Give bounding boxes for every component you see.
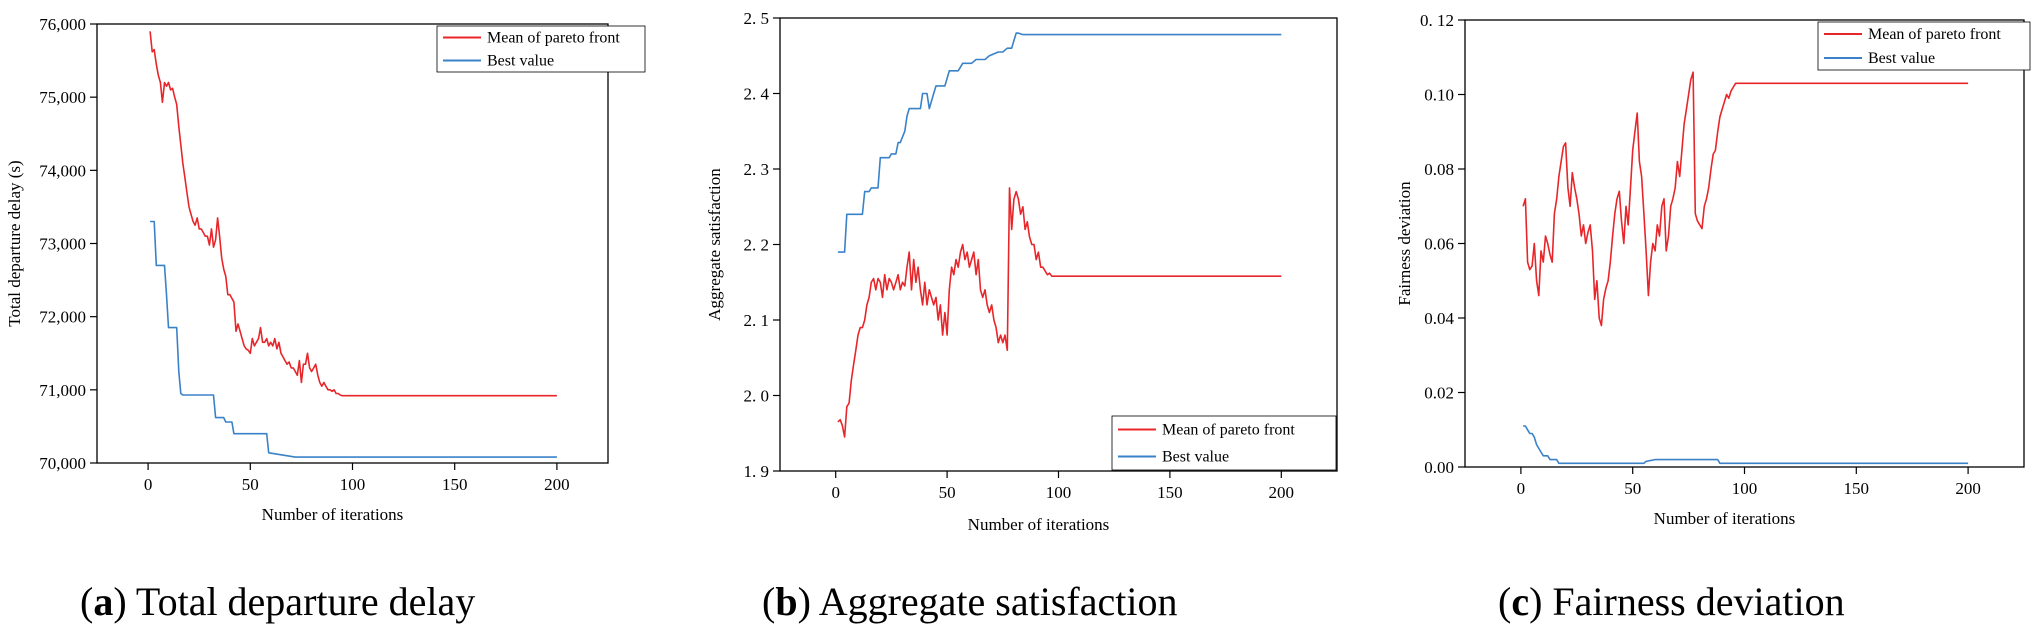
chart-fairness-deviation: 0.00 0.02 0.04 0.06 0.08 0.10 0. 12 0 50 100 150 20… [1395,11,2031,528]
y-axis-label: Total departure delay (s) [5,160,24,326]
x-tick-label: 50 [939,483,956,502]
legend-entry: Best value [487,53,554,70]
x-tick-label: 100 [1732,479,1758,498]
plot-frame [1464,19,2025,468]
x-tick-label: 50 [242,475,259,494]
legend-entry: Mean of pareto front [1868,26,2001,43]
chart-aggregate-satisfaction: 1. 9 2. 0 2. 1 2. 2 2. 3 2. 4 2. 5 0 50 100 150 200… [705,9,1338,534]
series-line-mean [149,31,557,397]
caption-c-letter: c [1511,579,1530,624]
y-tick-label: 1. 9 [744,462,770,481]
x-tick-label: 200 [1269,483,1295,502]
legend-entry: Best value [1162,449,1229,466]
y-tick-label: 0.06 [1424,235,1454,254]
series-line-mean [1522,71,1969,327]
y-tick-label: 0.00 [1424,458,1454,477]
x-tick-label: 0 [144,475,153,494]
y-tick-label: 2. 2 [744,236,770,255]
y-tick-label: 2. 0 [744,387,770,406]
y-tick-label: 76,000 [39,15,86,34]
x-tick-label: 150 [442,475,468,494]
chart-total-departure-delay: 70,000 71,000 72,000 73,000 74,000 75,000 76,0… [5,15,646,524]
y-axis-label: Aggregate satisfaction [705,168,724,321]
legend-box [436,25,646,73]
x-tick-label: 0 [831,483,840,502]
legend-box [1111,415,1337,471]
series-line-best [150,220,557,458]
y-tick-label: 70,000 [39,454,86,473]
x-axis-label: Number of iterations [968,515,1110,534]
y-tick-label: 0.04 [1424,309,1454,328]
caption-b: (b) Aggregate satisfaction [762,579,1178,624]
legend-box [1817,21,2031,71]
y-tick-label: 72,000 [39,308,86,327]
legend: Mean of pareto front Best value [1817,21,2031,71]
y-tick-label: 2. 3 [744,160,770,179]
y-tick-label: 71,000 [39,381,86,400]
plot-frame [779,17,1338,472]
x-tick-label: 150 [1157,483,1183,502]
x-tick-label: 0 [1517,479,1526,498]
y-tick-label: 2. 4 [744,85,770,104]
caption-a: (a) Total departure delay [80,579,476,624]
caption-a-letter: a [93,579,114,624]
y-axis-label: Fairness deviation [1395,181,1414,306]
y-tick-label: 74,000 [39,161,86,180]
legend-entry: Mean of pareto front [487,30,620,47]
y-tick-label: 75,000 [39,88,86,107]
y-tick-label: 2. 5 [744,9,770,28]
x-tick-label: 50 [1624,479,1641,498]
legend-entry: Best value [1868,50,1935,67]
y-tick-label: 0.10 [1424,86,1454,105]
caption-b-text: Aggregate satisfaction [810,579,1178,624]
x-axis-label: Number of iterations [1654,509,1796,528]
caption-c-text: Fairness deviation [1542,579,1845,624]
x-axis-label: Number of iterations [262,505,404,524]
caption-b-letter: b [775,579,798,624]
x-tick-label: 200 [1955,479,1981,498]
x-tick-label: 100 [1046,483,1072,502]
x-tick-label: 100 [340,475,366,494]
x-tick-label: 200 [544,475,570,494]
caption-a-text: Total departure delay [126,579,476,624]
series-line-best [837,32,1282,253]
y-tick-label: 0.08 [1424,160,1454,179]
legend-entry: Mean of pareto front [1162,422,1295,439]
y-tick-label: 2. 1 [744,311,770,330]
legend: Mean of pareto front Best value [436,25,646,73]
y-tick-label: 0.02 [1424,384,1454,403]
y-tick-label: 0. 12 [1420,11,1454,30]
y-tick-label: 73,000 [39,235,86,254]
caption-c: (c) Fairness deviation [1498,579,1845,624]
series-line-mean [837,187,1282,438]
legend: Mean of pareto front Best value [1111,415,1337,471]
x-tick-label: 150 [1844,479,1870,498]
series-line-best [1523,425,1969,465]
